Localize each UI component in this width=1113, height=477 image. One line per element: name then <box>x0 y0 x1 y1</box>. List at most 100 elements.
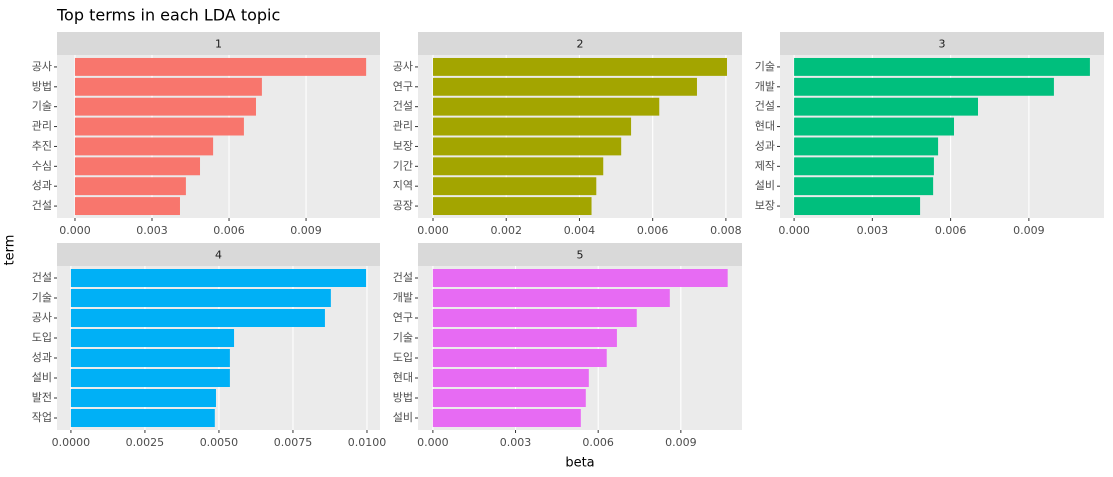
bar <box>70 389 216 407</box>
strip <box>418 243 742 266</box>
y-tick-label: 공사 <box>32 311 52 324</box>
bar <box>794 117 954 136</box>
y-tick-label: 방법 <box>393 391 413 404</box>
y-tick-label: 공사 <box>32 60 52 73</box>
x-tick-label: 0.006 <box>637 224 669 237</box>
bar <box>74 197 180 216</box>
y-axis-title: term <box>3 235 18 266</box>
bar <box>794 157 934 176</box>
bar <box>433 137 622 156</box>
bar <box>432 389 586 407</box>
y-tick-label: 도입 <box>32 331 52 344</box>
y-tick-label: 보장 <box>755 199 775 212</box>
y-tick-label: 제작 <box>755 159 775 172</box>
bar <box>432 269 728 287</box>
x-tick-label: 0.0100 <box>348 436 387 449</box>
y-tick-label: 작업 <box>32 411 52 424</box>
y-tick-label: 방법 <box>32 80 52 93</box>
bar <box>433 97 660 116</box>
strip <box>57 32 380 55</box>
y-tick-label: 공사 <box>393 60 413 73</box>
x-tick-label: 0.006 <box>213 224 245 237</box>
bar <box>432 329 617 347</box>
y-tick-label: 성과 <box>755 139 775 152</box>
x-tick-label: 0.003 <box>136 224 168 237</box>
bar <box>70 309 325 327</box>
x-tick-label: 0.008 <box>710 224 742 237</box>
y-tick-label: 설비 <box>393 411 413 424</box>
y-tick-label: 성과 <box>32 179 52 192</box>
y-tick-label: 기간 <box>393 159 413 172</box>
x-tick-label: 0.000 <box>59 224 91 237</box>
y-tick-label: 추진 <box>32 139 52 152</box>
bar <box>794 77 1054 96</box>
y-tick-label: 설비 <box>755 179 775 192</box>
x-tick-label: 0.006 <box>582 436 614 449</box>
bar <box>70 289 331 307</box>
y-tick-label: 수심 <box>32 159 52 172</box>
bar <box>432 369 589 387</box>
y-tick-label: 설비 <box>32 371 52 384</box>
x-tick-label: 0.0000 <box>52 436 91 449</box>
x-tick-label: 0.002 <box>490 224 522 237</box>
bar <box>432 309 637 327</box>
strip-label: 2 <box>577 38 584 51</box>
bar <box>74 157 201 176</box>
y-tick-label: 지역 <box>393 179 413 192</box>
x-tick-label: 0.009 <box>1013 224 1045 237</box>
y-tick-label: 현대 <box>755 120 775 133</box>
y-tick-label: 공장 <box>393 199 413 212</box>
x-tick-label: 0.003 <box>857 224 889 237</box>
bar <box>433 77 697 96</box>
y-tick-label: 도입 <box>393 351 413 364</box>
y-tick-label: 개발 <box>755 80 775 93</box>
bar <box>433 117 632 136</box>
bar <box>433 57 727 76</box>
x-tick-label: 0.009 <box>665 436 697 449</box>
y-tick-label: 연구 <box>393 80 413 93</box>
x-tick-label: 0.004 <box>564 224 596 237</box>
strip <box>57 243 380 266</box>
x-tick-label: 0.0075 <box>274 436 313 449</box>
chart-title: Top terms in each LDA topic <box>56 6 280 25</box>
bar <box>74 57 367 76</box>
y-tick-label: 연구 <box>393 311 413 324</box>
bar <box>70 329 235 347</box>
y-tick-label: 건설 <box>393 271 413 284</box>
y-tick-label: 건설 <box>393 100 413 113</box>
bar <box>432 409 581 427</box>
y-tick-label: 발전 <box>32 391 52 404</box>
bar <box>70 369 230 387</box>
bar <box>794 57 1090 76</box>
x-tick-label: 0.0025 <box>126 436 165 449</box>
strip-label: 5 <box>577 249 584 262</box>
bar <box>74 77 262 96</box>
strip <box>780 32 1104 55</box>
y-tick-label: 건설 <box>32 271 52 284</box>
y-tick-label: 현대 <box>393 371 413 384</box>
bar <box>794 137 939 156</box>
strip <box>418 32 742 55</box>
x-tick-label: 0.003 <box>500 436 532 449</box>
y-tick-label: 기술 <box>755 60 775 73</box>
bar <box>74 177 186 196</box>
bar <box>433 177 597 196</box>
strip-label: 4 <box>215 249 222 262</box>
strip-label: 3 <box>939 38 946 51</box>
bar <box>70 409 215 427</box>
strip-label: 1 <box>215 38 222 51</box>
x-tick-label: 0.006 <box>935 224 967 237</box>
bar <box>74 137 214 156</box>
y-tick-label: 건설 <box>32 199 52 212</box>
bar <box>74 117 244 136</box>
x-tick-label: 0.000 <box>417 436 449 449</box>
y-tick-label: 보장 <box>393 139 413 152</box>
y-tick-label: 개발 <box>393 291 413 304</box>
bar <box>433 157 604 176</box>
x-tick-label: 0.000 <box>417 224 449 237</box>
x-tick-label: 0.0050 <box>200 436 239 449</box>
y-tick-label: 기술 <box>393 331 413 344</box>
bar <box>74 97 256 116</box>
x-tick-label: 0.000 <box>778 224 810 237</box>
